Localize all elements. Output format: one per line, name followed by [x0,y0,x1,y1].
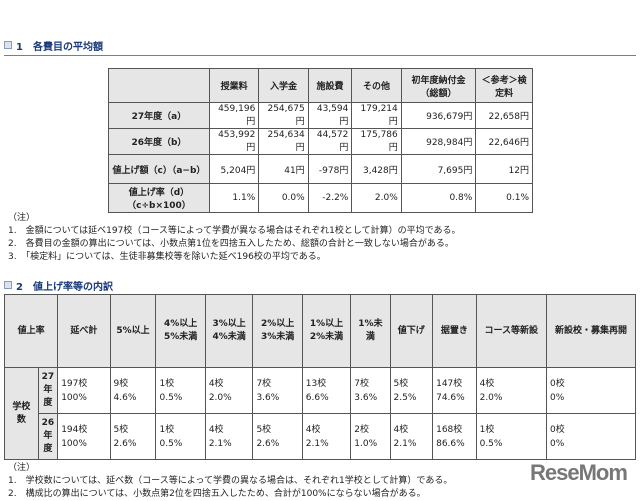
note-line: 3. 「検定料」については、生徒非募集校等を除いた延べ196校の平均である。 [8,252,326,262]
average-fee-table: 授業料 入学金 施設費 その他 初年度納付金（総額） ＜参考＞検定料 27年度（a） 459,… [108,68,533,213]
table-cell: 22,646円 [475,128,533,155]
column-header: 値上率 [3,294,59,368]
note-line: 2. 各費目の金額の算出については、小数点第1位を四捨五入したため、総額の合計と… [8,239,454,249]
table-cell: 12円 [475,154,533,184]
table-cell: 4校 2.1% [204,413,254,460]
table-cell: 254,675円 [258,102,309,129]
table-row: 値上げ率（d）（c÷b×100） 1.1% 0.0% -2.2% 2.0% 0.8% 0.1… [108,183,533,213]
table-cell: 928,984円 [400,128,477,155]
column-header: ＜参考＞検定料 [475,68,533,103]
table-cell: 194校 100% [57,413,111,460]
column-header: 1%未満 [350,294,391,368]
column-header: 初年度納付金（総額） [400,68,477,103]
table-cell: 7校 3.6% [350,367,391,414]
table-cell: 43,594円 [307,102,353,129]
table-cell: 4校 2.0% [204,367,254,414]
row-label: 26年度 [37,413,59,460]
table-cell: 2.0% [351,183,402,213]
header-row: 値上率 延べ計 5%以上 4%以上5%未満 3%以上4%未満 2%以上3%未満 1%以上2%… [3,294,637,368]
column-header: 新設校・募集再開 [545,294,637,368]
column-header: 5%以上 [109,294,157,368]
square-bullet-icon [4,41,12,49]
column-header: 1%以上2%未満 [301,294,352,368]
note-line: 2. 構成比の算出については、小数点第2位を四捨五入したため、合計が100%にな… [8,489,426,499]
table-cell: 2校 1.0% [350,413,391,460]
table-cell: 5校 2.6% [252,413,303,460]
section1-heading: 1 各費目の平均額 [4,38,636,56]
table-row: 学校数 27年度 197校 100% 9校 4.6% 1校 0.5% 4校 2.0% 7校 3.6% 1… [4,367,637,460]
table-cell: 179,214円 [351,102,402,129]
table-cell: 168校 86.6% [432,413,477,460]
table-cell: 4校 2.0% [475,367,547,414]
table-cell: 7,695円 [400,154,477,184]
table-row: 26年度（b） 453,992円 254,634円 44,572円 175,786円 92… [108,128,533,155]
column-header: 値下げ [389,294,434,368]
table-cell: 3,428円 [351,154,402,184]
resemom-logo: ReseMom [530,460,628,485]
table-row: 値上げ額（c）（a−b） 5,204円 41円 -978円 3,428円 7,695円 12… [108,154,533,184]
table-cell: 4校 2.1% [389,413,434,460]
table-cell: 0校 0% [545,413,637,460]
table-cell: 5校 2.6% [109,413,157,460]
table-cell: 9校 4.6% [109,367,157,414]
column-header: 延べ計 [57,294,111,368]
table-cell: 197校 100% [57,367,111,414]
column-header: 施設費 [307,68,353,103]
column-header [108,68,210,103]
table-cell: 22,658円 [475,102,533,129]
table-cell: 7校 3.6% [252,367,303,414]
column-header: 4%以上5%未満 [155,294,206,368]
table-cell: 1校 0.5% [155,367,206,414]
table-cell: 0.8% [400,183,477,213]
table-cell: 1.1% [208,183,260,213]
table-cell: 0校 0% [545,367,637,414]
note-line: （注） [8,463,36,473]
row-label: 26年度（b） [108,128,210,155]
table-cell: 147校 74.6% [432,367,477,414]
note-line: （注） [8,213,36,223]
increase-breakdown-table: 値上率 延べ計 5%以上 4%以上5%未満 3%以上4%未満 2%以上3%未満 1%以上2%… [3,294,637,460]
column-header: 3%以上4%未満 [204,294,254,368]
table-row: 27年度（a） 459,196円 254,675円 43,594円 179,214円 93… [108,102,533,129]
column-header: 2%以上3%未満 [252,294,303,368]
square-bullet-icon [4,281,12,289]
table-row: 26年度 194校 100% 5校 2.6% 1校 0.5% 4校 2.1% 5校 2.6% 4校 2.… [5,413,637,460]
table-cell: 5,204円 [208,154,260,184]
section1-notes: （注） 1. 金額については延べ197校（コース等によって学費が異なる場合はそれぞ… [8,212,461,264]
table-cell: 459,196円 [208,102,260,129]
note-line: 1. 金額については延べ197校（コース等によって学費が異なる場合はそれぞれ1校… [8,226,461,236]
row-label: 値上げ率（d）（c÷b×100） [108,183,210,213]
table-cell: 254,634円 [258,128,309,155]
table-cell: 44,572円 [307,128,353,155]
table-cell: 0.0% [258,183,309,213]
row-label: 27年度 [37,367,59,414]
table-cell: 453,992円 [208,128,260,155]
table-cell: 936,679円 [400,102,477,129]
row-label: 27年度（a） [108,102,210,129]
table-cell: 5校 2.5% [389,367,434,414]
column-header: その他 [351,68,402,103]
table-cell: 13校 6.6% [301,367,352,414]
column-header: 入学金 [258,68,309,103]
table-cell: 1校 0.5% [155,413,206,460]
table-cell: -978円 [307,154,353,184]
table-cell: 0.1% [475,183,533,213]
table-cell: 1校 0.5% [475,413,547,460]
table-cell: -2.2% [307,183,353,213]
section2-notes: （注） 1. 学校数については、延べ数（コース等によって学費の異なる場合は、それぞ… [8,462,452,501]
header-row: 授業料 入学金 施設費 その他 初年度納付金（総額） ＜参考＞検定料 [108,68,533,103]
row-group-label: 学校数 [4,367,39,460]
column-header: 据置き [432,294,477,368]
column-header: コース等新設 [475,294,547,368]
column-header: 授業料 [208,68,260,103]
note-line: 1. 学校数については、延べ数（コース等によって学費の異なる場合は、それぞれ1学… [8,476,453,486]
row-label: 値上げ額（c）（a−b） [108,154,210,184]
table-cell: 4校 2.1% [301,413,352,460]
table-cell: 175,786円 [351,128,402,155]
table-cell: 41円 [258,154,309,184]
